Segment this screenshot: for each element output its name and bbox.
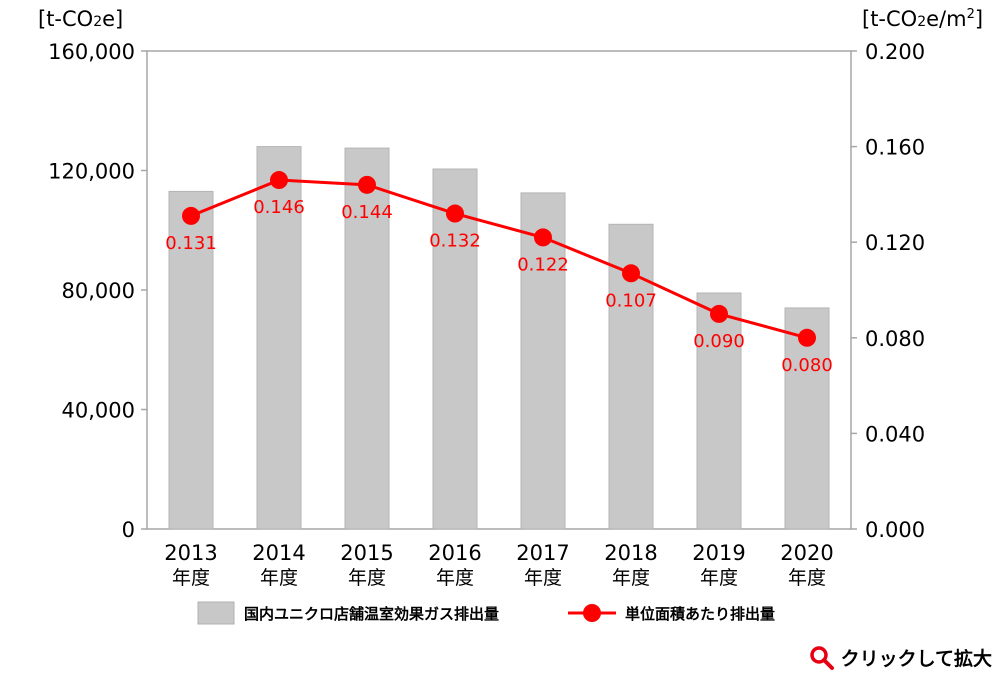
x-tick-suffix: 年度 (788, 567, 826, 589)
right-tick-label: 0.200 (865, 40, 925, 64)
line-point (798, 328, 816, 347)
bar-series (168, 146, 830, 530)
right-unit-open: [t-CO (862, 7, 917, 31)
bar (168, 190, 214, 530)
right-unit-sub: 2 (917, 14, 926, 30)
left-axis-ticks: 0 40,000 80,000 120,000 160,000 (48, 40, 147, 542)
x-tick-suffix: 年度 (612, 567, 650, 589)
left-tick-label: 80,000 (62, 279, 135, 303)
bar (256, 146, 302, 530)
x-tick-year: 2015 (340, 541, 393, 565)
line-point (358, 175, 376, 194)
bar (696, 292, 742, 530)
right-axis-unit-label: [t-CO2e/m2] (862, 7, 983, 31)
legend-bar-swatch (197, 601, 235, 625)
right-unit-mid: e/m (926, 7, 966, 31)
right-tick-label: 0.120 (865, 231, 925, 255)
line-data-label: 0.090 (693, 331, 745, 352)
x-tick-year: 2017 (516, 541, 569, 565)
left-axis-unit-label: [t-CO2e] (38, 7, 123, 31)
plot-area (146, 50, 852, 530)
line-data-label: 0.107 (605, 290, 657, 311)
line-point (182, 206, 200, 225)
line-data-label: 0.146 (253, 197, 305, 218)
x-tick-suffix: 年度 (260, 567, 298, 589)
zoom-link[interactable]: クリックして拡大 (809, 644, 992, 671)
line-data-label: 0.122 (517, 254, 569, 275)
x-tick-year: 2013 (164, 541, 217, 565)
x-tick-suffix: 年度 (436, 567, 474, 589)
left-tick-label: 120,000 (48, 160, 135, 184)
x-tick-suffix: 年度 (524, 567, 562, 589)
line-point (534, 228, 552, 247)
bar (344, 147, 390, 530)
left-unit-close: e] (102, 7, 123, 31)
line-point (710, 304, 728, 323)
left-unit-sub: 2 (93, 14, 102, 30)
right-tick-label: 0.160 (865, 136, 925, 160)
right-axis-ticks: 0.000 0.040 0.080 0.120 0.160 0.200 (851, 40, 925, 542)
x-tick-year: 2018 (604, 541, 657, 565)
left-tick-label: 160,000 (48, 40, 135, 64)
line-path (190, 178, 808, 340)
zoom-link-label: クリックして拡大 (840, 648, 992, 670)
left-unit-open: [t-CO (38, 7, 93, 31)
x-tick-year: 2014 (252, 541, 305, 565)
x-axis-labels: 2013年度2014年度2015年度2016年度2017年度2018年度2019… (164, 541, 833, 589)
legend-bar-label: 国内ユニクロ店舗温室効果ガス排出量 (244, 605, 499, 623)
x-tick-suffix: 年度 (172, 567, 210, 589)
legend-line-label: 単位面積あたり排出量 (625, 605, 775, 623)
line-point (270, 171, 288, 190)
bar (520, 192, 566, 530)
right-unit-sup: 2 (967, 7, 975, 22)
right-tick-label: 0.000 (865, 518, 925, 542)
line-point (622, 264, 640, 283)
x-tick-year: 2019 (692, 541, 745, 565)
legend-line-marker (583, 604, 601, 622)
line-series: 0.131 0.146 0.144 0.132 0.122 0.107 0.090 0.080 (165, 171, 833, 376)
line-data-label: 0.080 (781, 355, 833, 376)
x-tick-year: 2020 (780, 541, 833, 565)
line-point (446, 204, 464, 223)
x-tick-suffix: 年度 (700, 567, 738, 589)
right-tick-label: 0.080 (865, 327, 925, 351)
line-data-label: 0.131 (165, 233, 217, 254)
x-tick-year: 2016 (428, 541, 481, 565)
line-data-label: 0.144 (341, 202, 393, 223)
left-tick-label: 40,000 (62, 399, 135, 423)
legend: 国内ユニクロ店舗温室効果ガス排出量 単位面積あたり排出量 (197, 601, 775, 625)
left-tick-label: 0 (122, 518, 135, 542)
bar (432, 168, 478, 530)
magnifier-icon (809, 645, 834, 670)
x-tick-suffix: 年度 (348, 567, 386, 589)
right-tick-label: 0.040 (865, 422, 925, 446)
right-unit-close: ] (975, 7, 983, 31)
line-data-label: 0.132 (429, 231, 481, 252)
